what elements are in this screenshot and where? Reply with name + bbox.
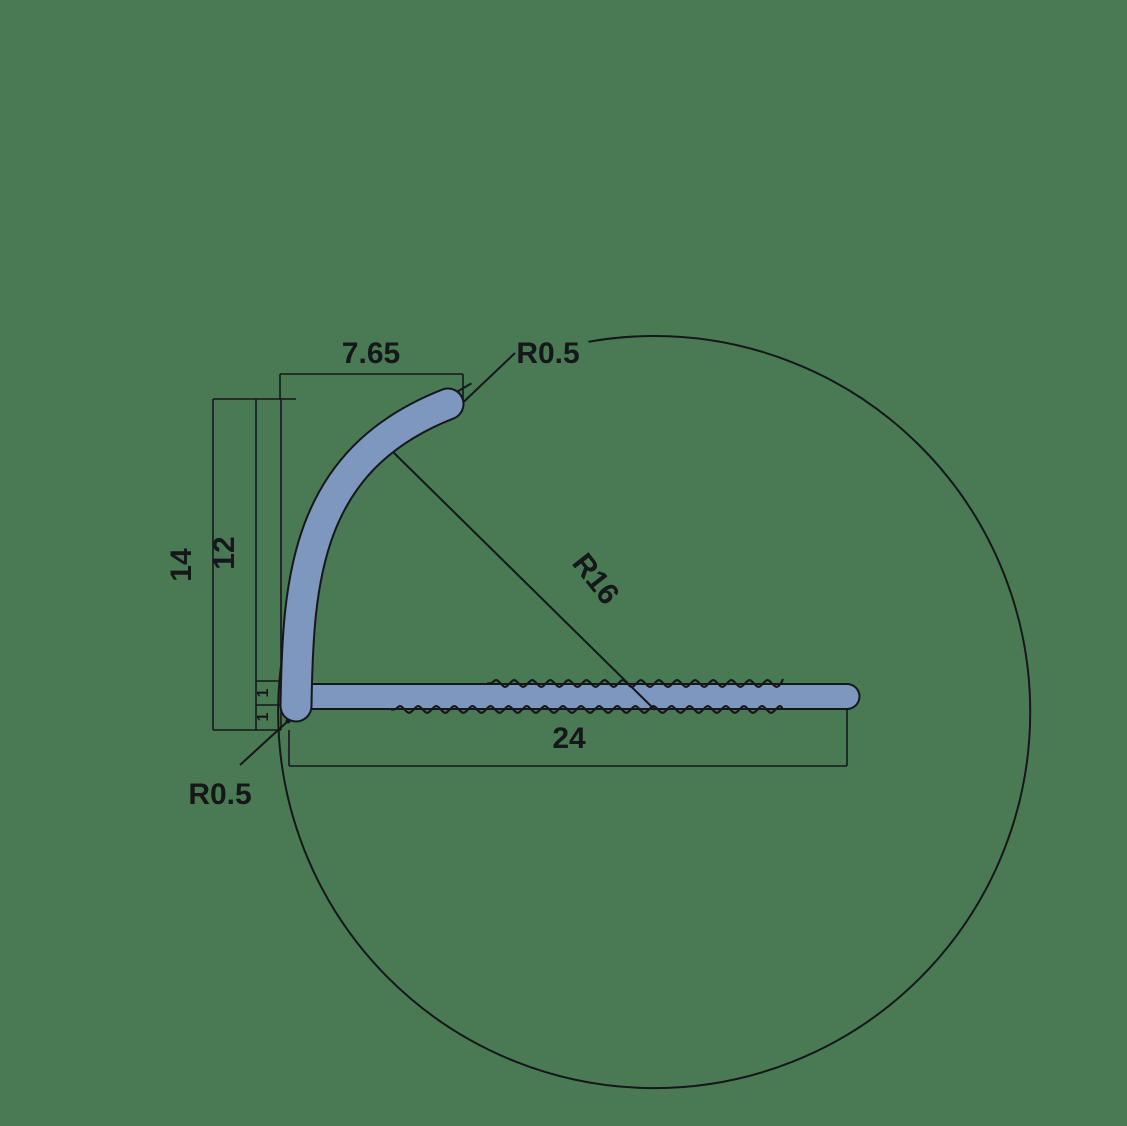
svg-text:7.65: 7.65 [342,337,400,370]
svg-text:R0.5: R0.5 [516,337,579,370]
svg-text:24: 24 [552,722,586,755]
svg-text:R0.5: R0.5 [188,778,251,811]
svg-text:1: 1 [255,688,272,697]
svg-text:12: 12 [208,536,241,569]
svg-text:1: 1 [255,712,272,721]
svg-text:R16: R16 [566,547,626,611]
svg-text:14: 14 [165,548,198,582]
